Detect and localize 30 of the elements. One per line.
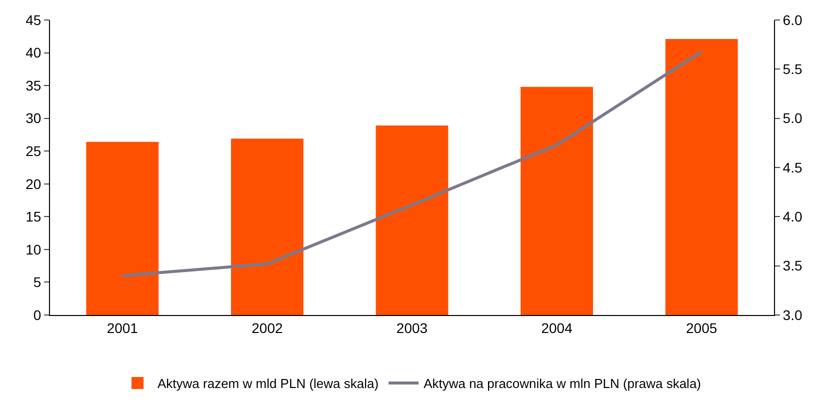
y-tick-label: 15 [26, 208, 42, 225]
y-tick-label: 0 [33, 306, 42, 323]
y-tick-label: 40 [26, 44, 42, 61]
bar [520, 86, 593, 315]
y-tick-label: 25 [26, 143, 42, 160]
bar [86, 142, 159, 315]
y2-tick-label: 4.5 [782, 159, 802, 176]
y2-tick-label: 6.0 [782, 12, 802, 28]
y2-tick-label: 5.5 [782, 61, 802, 78]
y-tick-label: 35 [26, 77, 42, 94]
y2-tick-label: 5.0 [782, 110, 802, 126]
y2-tick-label: 3.5 [782, 258, 802, 274]
bar [231, 138, 304, 315]
legend-label: Aktywa na pracownika w mln PLN (prawa skala) [424, 376, 701, 392]
bar [376, 126, 448, 315]
y2-tick-label: 3.0 [782, 306, 802, 323]
y-tick-label: 10 [26, 241, 42, 258]
legend-label: Aktywa razem w mld PLN (lewa skala) [158, 376, 379, 392]
y2-tick-label: 4.0 [782, 208, 802, 225]
y-tick-label: 30 [26, 110, 42, 126]
x-tick-label: 2004 [541, 320, 573, 336]
y-tick-label: 45 [26, 12, 42, 28]
x-tick-label: 2001 [106, 320, 138, 336]
x-tick-label: 2005 [686, 320, 718, 336]
y-tick-label: 20 [26, 176, 42, 192]
bar [665, 39, 738, 315]
line-series [120, 50, 704, 278]
x-tick-label: 2002 [252, 320, 283, 336]
y-tick-label: 5 [33, 274, 42, 290]
x-tick-label: 2003 [396, 320, 428, 336]
